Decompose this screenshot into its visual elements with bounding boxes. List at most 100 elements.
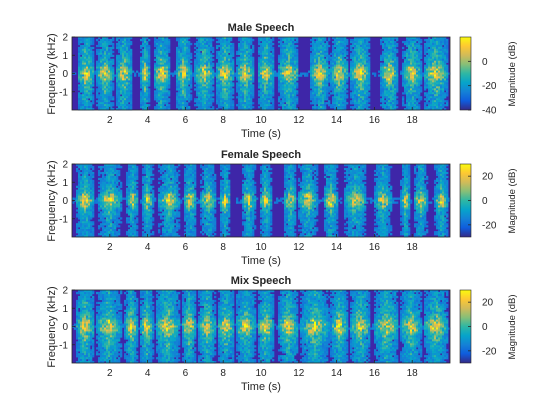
spectrogram-cell — [188, 48, 191, 52]
spectrogram-cell — [146, 74, 149, 77]
spectrogram-cell — [360, 68, 363, 71]
spectrogram-cell — [116, 100, 119, 103]
spectrogram-cell — [164, 76, 167, 79]
spectrogram-cell — [160, 40, 163, 44]
spectrogram-cell — [88, 40, 91, 44]
spectrogram-cell — [262, 72, 265, 75]
spectrogram-cell — [188, 108, 191, 111]
spectrogram-cell — [144, 86, 147, 89]
spectrogram-cell — [412, 102, 415, 105]
spectrogram-cell — [146, 86, 149, 89]
spectrogram-cell — [136, 70, 139, 73]
spectrogram-cell — [316, 56, 319, 59]
spectrogram-cell — [102, 42, 105, 46]
spectrogram-cell — [158, 96, 161, 99]
spectrogram-cell — [334, 44, 337, 48]
spectrogram-cell — [128, 88, 131, 91]
spectrogram-cell — [212, 80, 215, 83]
spectrogram-cell — [96, 88, 99, 91]
spectrogram-cell — [382, 44, 385, 48]
spectrogram-cell — [354, 86, 357, 89]
spectrogram-cell — [362, 46, 365, 50]
spectrogram-cell — [262, 78, 265, 81]
spectrogram-cell — [390, 60, 393, 63]
spectrogram-cell — [396, 80, 399, 83]
spectrogram-cell — [98, 82, 101, 85]
spectrogram-cell — [412, 84, 415, 87]
spectrogram-cell — [86, 108, 89, 111]
spectrogram-cell — [332, 72, 335, 75]
spectrogram-cell — [294, 50, 297, 54]
spectrogram-cell — [80, 108, 83, 111]
spectrogram-cell — [98, 68, 101, 71]
spectrogram-cell — [84, 104, 87, 107]
spectrogram-cell — [414, 96, 417, 99]
spectrogram-cell — [288, 76, 291, 79]
spectrogram-cell — [142, 40, 145, 44]
spectrogram-cell — [166, 74, 169, 77]
spectrogram-cell — [190, 84, 193, 87]
spectrogram-cell — [412, 96, 415, 99]
spectrogram-cell — [92, 82, 95, 85]
spectrogram-cell — [124, 94, 127, 97]
spectrogram-cell — [230, 62, 233, 65]
spectrogram-cell — [260, 104, 263, 107]
spectrogram-cell — [320, 60, 323, 63]
spectrogram-cell — [410, 56, 413, 59]
spectrogram-cell — [328, 102, 331, 105]
spectrogram-cell — [222, 37, 225, 40]
spectrogram-cell — [198, 62, 201, 65]
spectrogram-cell — [284, 44, 287, 48]
spectrogram-cell — [270, 58, 273, 61]
spectrogram-cell — [358, 50, 361, 54]
spectrogram-cell — [310, 74, 313, 77]
spectrogram-cell — [224, 106, 227, 109]
spectrogram-cell — [252, 62, 255, 65]
spectrogram-cell — [242, 98, 245, 101]
spectrogram-cell — [310, 84, 313, 87]
spectrogram-cell — [410, 98, 413, 101]
spectrogram-cell — [428, 108, 431, 111]
spectrogram-cell — [288, 90, 291, 93]
spectrogram-cell — [186, 82, 189, 85]
spectrogram-cell — [166, 62, 169, 65]
spectrogram-cell — [84, 70, 87, 73]
spectrogram-cell — [158, 66, 161, 69]
spectrogram-cell — [130, 96, 133, 99]
spectrogram-cell — [320, 96, 323, 99]
spectrogram-cell — [192, 74, 195, 77]
spectrogram-cell — [196, 66, 199, 69]
spectrogram-cell — [202, 68, 205, 71]
spectrogram-cell — [156, 96, 159, 99]
spectrogram-cell — [262, 106, 265, 109]
spectrogram-cell — [244, 54, 247, 58]
spectrogram-cell — [424, 56, 427, 59]
spectrogram-cell — [320, 38, 323, 42]
spectrogram-cell — [104, 88, 107, 91]
spectrogram-cell — [286, 70, 289, 73]
spectrogram-cell — [98, 76, 101, 79]
spectrogram-cell — [292, 60, 295, 63]
spectrogram-cell — [312, 92, 315, 95]
spectrogram-cell — [386, 98, 389, 101]
spectrogram-cell — [362, 82, 365, 85]
spectrogram-cell — [412, 74, 415, 77]
spectrogram-cell — [322, 54, 325, 58]
spectrogram-cell — [252, 60, 255, 63]
spectrogram-cell — [206, 98, 209, 101]
spectrogram-cell — [282, 84, 285, 87]
spectrogram-cell — [268, 72, 271, 75]
spectrogram-cell — [390, 42, 393, 46]
spectrogram-cell — [336, 108, 339, 111]
spectrogram-cell — [266, 92, 269, 95]
spectrogram-cell — [418, 96, 421, 99]
spectrogram-cell — [266, 108, 269, 111]
spectrogram-cell — [122, 38, 125, 42]
spectrogram-cell — [320, 46, 323, 50]
spectrogram-cell — [320, 92, 323, 95]
spectrogram-cell — [356, 58, 359, 61]
spectrogram-cell — [402, 54, 405, 58]
spectrogram-cell — [424, 48, 427, 52]
spectrogram-cell — [220, 42, 223, 46]
spectrogram-cell — [98, 100, 101, 103]
